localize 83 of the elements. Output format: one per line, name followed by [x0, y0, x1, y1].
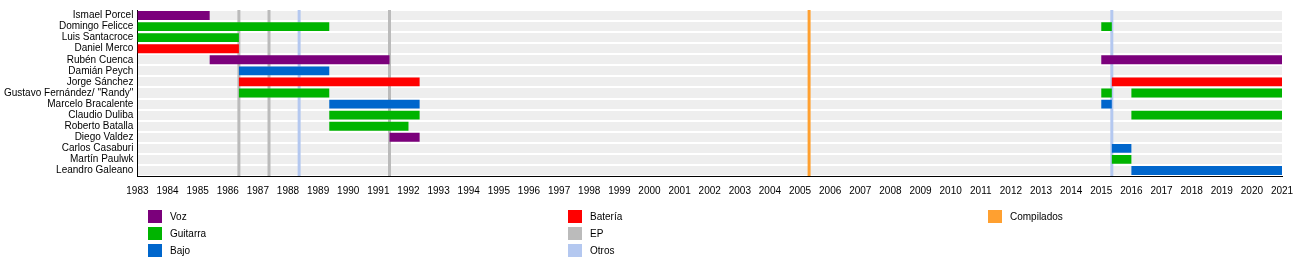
y-tick-label: Marcelo Bracalente	[47, 97, 134, 109]
y-tick-label: Leandro Galeano	[56, 164, 134, 176]
legend-label: Otros	[590, 245, 615, 256]
bar	[209, 55, 390, 65]
x-tick-label: 2009	[909, 184, 933, 196]
x-tick-label: 2019	[1210, 184, 1234, 196]
y-tick-label: Rubén Cuenca	[66, 53, 134, 65]
x-tick-label: 2021	[1270, 184, 1294, 196]
y-tick-label: Claudio Duliba	[68, 108, 134, 120]
x-tick-label: 1986	[216, 184, 240, 196]
y-tick-label: Ismael Porcel	[72, 9, 134, 21]
x-tick-label: 1997	[547, 184, 571, 196]
x-tick-label: 2015	[1090, 184, 1113, 196]
legend-label: Batería	[590, 211, 623, 222]
x-tick-label: 2002	[698, 184, 722, 196]
y-tick-label: Damián Peych	[68, 64, 134, 76]
y-tick-label: Martín Paulwk	[70, 153, 135, 165]
x-tick-label: 1989	[306, 184, 330, 196]
bar	[137, 22, 330, 32]
bar	[1131, 110, 1282, 120]
x-tick-label: 2013	[1029, 184, 1053, 196]
x-tick-label: 2011	[970, 184, 992, 196]
y-tick-label: Domingo Felicce	[58, 20, 134, 32]
x-tick-label: 2003	[728, 184, 752, 196]
x-tick-label: 2001	[668, 184, 692, 196]
x-tick-label: 1994	[457, 184, 481, 196]
y-tick-label: Jorge Sánchez	[66, 75, 134, 87]
y-tick-label: Diego Valdez	[74, 131, 134, 143]
x-tick-label: 2000	[638, 184, 662, 196]
legend-label: Guitarra	[170, 228, 207, 239]
y-tick-label: Carlos Casaburi	[61, 142, 134, 154]
x-tick-label: 1995	[487, 184, 511, 196]
x-tick-label: 1988	[276, 184, 300, 196]
y-tick-label: Luis Santacroce	[61, 31, 134, 43]
y-tick-label: Roberto Batalla	[64, 119, 134, 131]
bar	[1101, 88, 1112, 98]
x-tick-label: 2008	[879, 184, 902, 196]
x-tick-label: 1993	[427, 184, 451, 196]
bar	[137, 44, 239, 54]
x-tick-label: 2016	[1120, 184, 1143, 196]
legend-label: EP	[590, 228, 604, 239]
x-tick-label: 2017	[1150, 184, 1174, 196]
bar	[329, 99, 420, 109]
x-tick-label: 1999	[608, 184, 631, 196]
x-tick-label: 1991	[367, 184, 390, 196]
x-tick-label: 2012	[999, 184, 1023, 196]
bar	[1111, 77, 1282, 87]
bar	[389, 132, 420, 142]
bar	[238, 77, 420, 87]
legend-label: Bajo	[170, 245, 191, 256]
x-tick-label: 1998	[578, 184, 601, 196]
bar	[1111, 143, 1132, 153]
bar	[1101, 22, 1112, 32]
legend-label: Compilados	[1010, 211, 1063, 222]
bar	[1101, 55, 1282, 65]
y-tick-label: Daniel Merco	[74, 42, 134, 54]
x-tick-label: 1990	[337, 184, 360, 196]
legend-label: Voz	[170, 211, 187, 222]
bar	[137, 33, 239, 43]
x-tick-label: 1992	[397, 184, 421, 196]
x-tick-label: 2020	[1240, 184, 1264, 196]
x-tick-label: 2004	[758, 184, 782, 196]
x-tick-label: 1984	[156, 184, 180, 196]
bar	[1111, 154, 1132, 164]
bar	[1101, 99, 1112, 109]
x-tick-label: 1985	[186, 184, 210, 196]
x-tick-label: 1987	[246, 184, 270, 196]
x-tick-label: 2014	[1060, 184, 1083, 196]
bar	[137, 11, 210, 20]
bar	[1131, 88, 1282, 98]
bar	[329, 121, 409, 131]
bar	[238, 66, 330, 76]
bar	[329, 110, 420, 120]
x-tick-label: 2010	[939, 184, 963, 196]
bar	[238, 88, 330, 98]
x-tick-label: 1996	[517, 184, 541, 196]
x-tick-label: 1983	[126, 184, 149, 196]
x-tick-label: 2018	[1180, 184, 1204, 196]
x-tick-label: 2006	[819, 184, 842, 196]
bar	[1131, 166, 1282, 175]
x-tick-label: 2007	[849, 184, 872, 196]
y-tick-label: Gustavo Fernández/ "Randy"	[4, 86, 134, 98]
x-tick-label: 2005	[788, 184, 812, 196]
